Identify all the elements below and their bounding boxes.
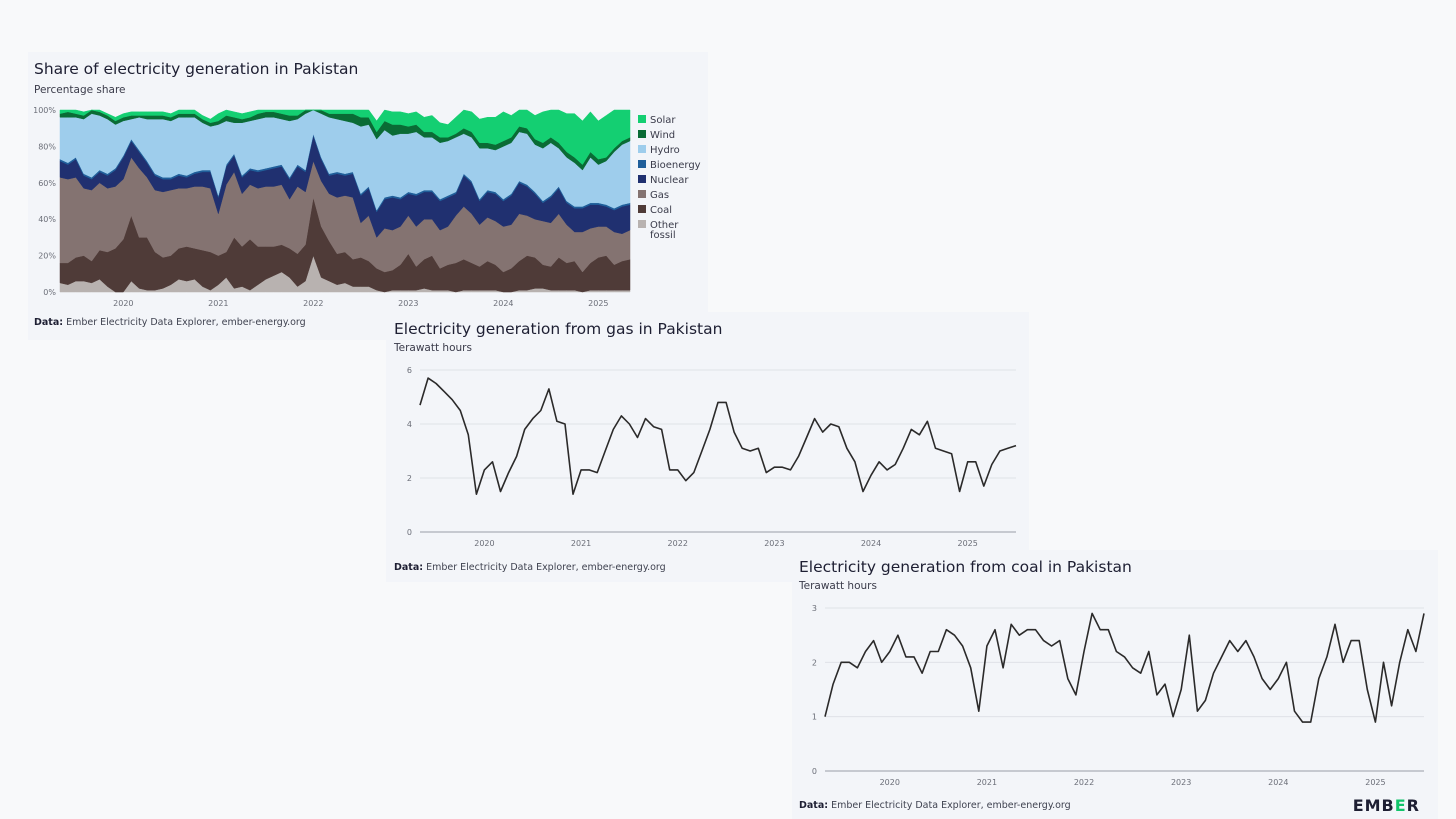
x-tick-label: 2022 [1074, 778, 1094, 787]
legend-swatch [638, 175, 646, 183]
chart-source: Data: Ember Electricity Data Explorer, e… [799, 800, 1071, 811]
x-tick-label: 2025 [588, 299, 608, 308]
chart-title: Share of electricity generation in Pakis… [34, 60, 359, 78]
y-tick-label: 0 [812, 767, 817, 776]
x-tick-label: 2021 [571, 539, 591, 548]
x-tick-label: 2024 [861, 539, 881, 548]
x-tick-label: 2025 [957, 539, 977, 548]
x-tick-label: 2024 [1268, 778, 1288, 787]
coal-chart-panel: Electricity generation from coal in Paki… [792, 550, 1438, 819]
legend-swatch [638, 190, 646, 198]
chart-title: Electricity generation from coal in Paki… [799, 558, 1132, 576]
y-tick-label: 2 [407, 474, 412, 483]
y-tick-label: 0% [43, 288, 56, 297]
x-tick-label: 2022 [303, 299, 323, 308]
chart-subtitle: Terawatt hours [799, 580, 877, 592]
chart-title: Electricity generation from gas in Pakis… [394, 320, 723, 338]
y-tick-label: 1 [812, 713, 817, 722]
legend-label: Other [650, 220, 679, 231]
y-tick-label: 2 [812, 658, 817, 667]
y-tick-label: 0 [407, 528, 412, 537]
legend-swatch [638, 115, 646, 123]
share-chart-panel: Share of electricity generation in Pakis… [28, 52, 708, 340]
gas-chart-panel: Electricity generation from gas in Pakis… [386, 312, 1029, 582]
source-text: Ember Electricity Data Explorer, ember-e… [831, 800, 1071, 811]
y-tick-label: 3 [812, 604, 817, 613]
legend-swatch [638, 160, 646, 168]
source-text: Ember Electricity Data Explorer, ember-e… [426, 562, 666, 573]
series-line-coal [824, 612, 1425, 723]
chart-source: Data: Ember Electricity Data Explorer, e… [34, 317, 306, 328]
series-line-gas [419, 377, 1017, 495]
legend-swatch [638, 220, 646, 228]
x-tick-label: 2023 [1171, 778, 1191, 787]
x-tick-label: 2020 [113, 299, 133, 308]
y-tick-label: 6 [407, 366, 412, 375]
chart-subtitle: Terawatt hours [394, 342, 472, 354]
legend-label: Gas [650, 190, 669, 201]
source-label: Data: [799, 800, 829, 811]
ember-logo: EMBER [1352, 796, 1420, 815]
legend-label: Solar [650, 115, 676, 126]
legend-label: fossil [650, 230, 676, 241]
area-solar [59, 109, 631, 165]
y-tick-label: 80% [38, 142, 56, 151]
legend-label: Coal [650, 205, 672, 216]
y-tick-label: 20% [38, 252, 56, 261]
legend-label: Nuclear [650, 175, 689, 186]
x-tick-label: 2021 [208, 299, 228, 308]
legend-swatch [638, 145, 646, 153]
legend-label: Wind [650, 130, 675, 141]
x-tick-label: 2024 [493, 299, 513, 308]
source-label: Data: [394, 562, 424, 573]
x-tick-label: 2022 [668, 539, 688, 548]
x-tick-label: 2020 [880, 778, 900, 787]
legend-swatch [638, 130, 646, 138]
y-tick-label: 4 [407, 420, 412, 429]
y-tick-label: 100% [33, 106, 56, 115]
y-tick-label: 40% [38, 215, 56, 224]
x-tick-label: 2025 [1365, 778, 1385, 787]
legend-label: Bioenergy [650, 160, 701, 171]
share-area-chart: 0% 20% 40% 60% 80% 100% 2020 2021 2022 2023 2024 20… [33, 106, 701, 308]
legend-label: Hydro [650, 145, 680, 156]
chart-source: Data: Ember Electricity Data Explorer, e… [394, 562, 666, 573]
x-tick-label: 2020 [474, 539, 494, 548]
x-tick-label: 2021 [977, 778, 997, 787]
x-tick-label: 2023 [398, 299, 418, 308]
chart-subtitle: Percentage share [34, 84, 126, 96]
y-tick-label: 60% [38, 179, 56, 188]
coal-line-chart: 0 1 2 3 2020 2021 2022 2023 2024 2025 [812, 604, 1425, 787]
source-text: Ember Electricity Data Explorer, ember-e… [66, 317, 306, 328]
gas-line-chart: 0 2 4 6 2020 2021 2022 2023 2024 2025 [407, 366, 1017, 548]
source-label: Data: [34, 317, 64, 328]
x-tick-label: 2023 [764, 539, 784, 548]
legend-swatch [638, 205, 646, 213]
